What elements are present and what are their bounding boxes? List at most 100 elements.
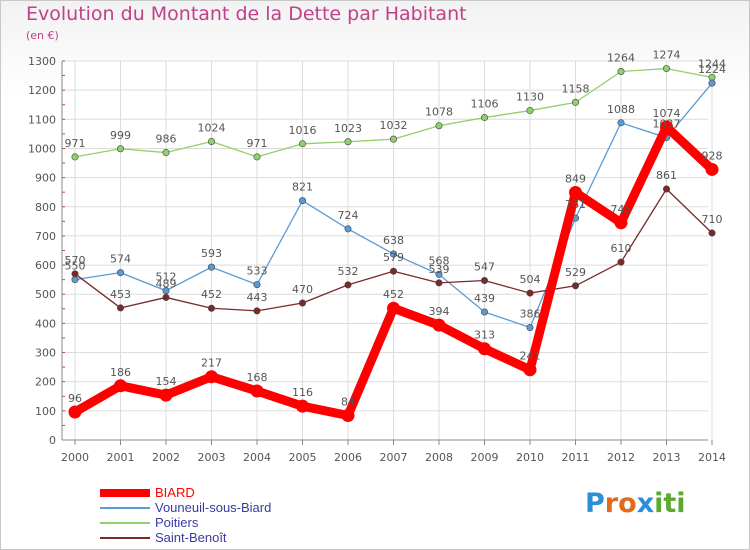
data-point bbox=[162, 293, 170, 301]
data-point bbox=[617, 119, 625, 127]
x-tick-label: 2005 bbox=[289, 451, 317, 464]
data-label: 1274 bbox=[653, 49, 681, 62]
data-label: 512 bbox=[156, 271, 177, 284]
data-point bbox=[208, 304, 216, 312]
data-point bbox=[159, 388, 173, 402]
y-tick-label: 1100 bbox=[28, 113, 56, 126]
y-tick-label: 300 bbox=[35, 347, 56, 360]
x-tick-label: 2002 bbox=[152, 451, 180, 464]
y-tick-label: 800 bbox=[35, 201, 56, 214]
data-point bbox=[526, 289, 534, 297]
data-point bbox=[480, 308, 488, 316]
data-point bbox=[435, 122, 443, 130]
data-label: 971 bbox=[65, 137, 86, 150]
data-point bbox=[662, 65, 670, 73]
data-label: 971 bbox=[247, 137, 268, 150]
data-point bbox=[162, 287, 170, 295]
data-point bbox=[389, 267, 397, 275]
data-point bbox=[117, 304, 125, 312]
data-label: 217 bbox=[201, 357, 222, 370]
data-label: 710 bbox=[702, 213, 723, 226]
data-point bbox=[71, 276, 79, 284]
data-point bbox=[705, 162, 719, 176]
data-label: 821 bbox=[292, 181, 313, 194]
data-label: 610 bbox=[611, 242, 632, 255]
data-label: 1244 bbox=[698, 57, 726, 70]
data-label: 638 bbox=[383, 234, 404, 247]
y-tick-label: 0 bbox=[49, 434, 56, 447]
x-tick-label: 2014 bbox=[698, 451, 726, 464]
data-label: 529 bbox=[565, 266, 586, 279]
data-label: 849 bbox=[565, 172, 586, 185]
data-point bbox=[71, 153, 79, 161]
chart-title: Evolution du Montant de la Dette par Hab… bbox=[26, 3, 467, 25]
data-point bbox=[389, 250, 397, 258]
y-tick-label: 900 bbox=[35, 172, 56, 185]
data-point bbox=[250, 384, 264, 398]
data-point bbox=[523, 363, 537, 377]
data-label: 1037 bbox=[653, 118, 681, 131]
data-point bbox=[432, 318, 446, 332]
data-point bbox=[435, 270, 443, 278]
chart-subtitle: (en €) bbox=[26, 29, 59, 42]
data-label: 504 bbox=[520, 273, 541, 286]
data-label: 186 bbox=[110, 366, 131, 379]
data-label: 1106 bbox=[471, 98, 499, 111]
data-point bbox=[344, 138, 352, 146]
data-point bbox=[526, 323, 534, 331]
legend-label-biard: BIARD bbox=[155, 485, 195, 500]
data-point bbox=[71, 270, 79, 278]
series-lines bbox=[68, 65, 719, 423]
x-tick-label: 2011 bbox=[562, 451, 590, 464]
data-point bbox=[708, 79, 716, 87]
data-label: 745 bbox=[611, 203, 632, 216]
data-label: 533 bbox=[247, 265, 268, 278]
data-label: 1264 bbox=[607, 51, 635, 64]
data-label: 313 bbox=[474, 329, 495, 342]
data-point bbox=[341, 409, 355, 423]
data-label: 154 bbox=[156, 375, 177, 388]
data-label: 1078 bbox=[425, 106, 453, 119]
data-point bbox=[205, 370, 218, 384]
data-point bbox=[117, 145, 125, 153]
x-tick-label: 2012 bbox=[607, 451, 635, 464]
x-tick-label: 2004 bbox=[243, 451, 271, 464]
data-point bbox=[298, 197, 306, 205]
data-label: 547 bbox=[474, 261, 495, 274]
logo-letter: t bbox=[663, 488, 677, 519]
x-tick-label: 2003 bbox=[198, 451, 226, 464]
legend-label-saint-benoit: Saint-Benoît bbox=[155, 530, 227, 545]
legend-swatch-saint-benoit bbox=[100, 537, 150, 539]
x-tick-label: 2008 bbox=[425, 451, 453, 464]
data-label: 986 bbox=[156, 133, 177, 146]
data-label: 1024 bbox=[198, 121, 226, 134]
data-point bbox=[253, 307, 261, 315]
data-label: 532 bbox=[338, 265, 359, 278]
data-point bbox=[614, 216, 628, 230]
data-label: 999 bbox=[110, 129, 131, 142]
data-label: 550 bbox=[65, 260, 86, 273]
data-point bbox=[208, 263, 216, 271]
data-point bbox=[571, 98, 579, 106]
data-label: 489 bbox=[156, 277, 177, 290]
data-label: 574 bbox=[110, 253, 131, 266]
y-tick-label: 600 bbox=[35, 259, 56, 272]
y-tick-label: 400 bbox=[35, 317, 56, 330]
data-point bbox=[660, 120, 673, 134]
data-point bbox=[114, 379, 127, 393]
y-tick-label: 700 bbox=[35, 230, 56, 243]
data-point bbox=[344, 225, 352, 233]
data-label: 861 bbox=[656, 169, 677, 182]
data-label: 443 bbox=[247, 291, 268, 304]
data-label: 761 bbox=[565, 198, 586, 211]
data-label: 470 bbox=[292, 283, 313, 296]
data-label: 96 bbox=[68, 392, 82, 405]
data-label: 1158 bbox=[562, 82, 590, 95]
x-tick-label: 2009 bbox=[471, 451, 499, 464]
data-point bbox=[68, 405, 82, 419]
data-label: 579 bbox=[383, 251, 404, 264]
data-point bbox=[117, 269, 125, 277]
x-tick-label: 2000 bbox=[61, 451, 89, 464]
proxiti-logo: Proxiti bbox=[585, 488, 686, 519]
data-label: 724 bbox=[338, 209, 359, 222]
